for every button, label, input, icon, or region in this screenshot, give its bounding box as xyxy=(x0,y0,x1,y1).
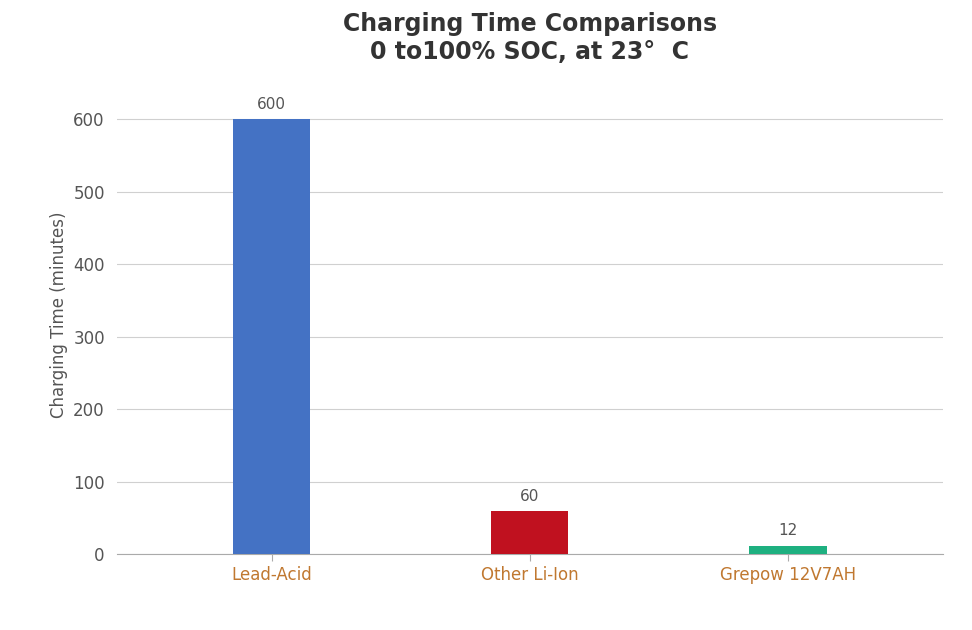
Text: 12: 12 xyxy=(779,524,798,539)
Y-axis label: Charging Time (minutes): Charging Time (minutes) xyxy=(50,212,68,418)
Bar xyxy=(491,511,569,554)
Title: Charging Time Comparisons
0 to100% SOC, at 23°  C: Charging Time Comparisons 0 to100% SOC, … xyxy=(343,12,716,64)
Text: 600: 600 xyxy=(257,97,286,112)
Text: 60: 60 xyxy=(520,489,539,503)
Bar xyxy=(749,546,826,554)
Bar xyxy=(233,119,310,554)
